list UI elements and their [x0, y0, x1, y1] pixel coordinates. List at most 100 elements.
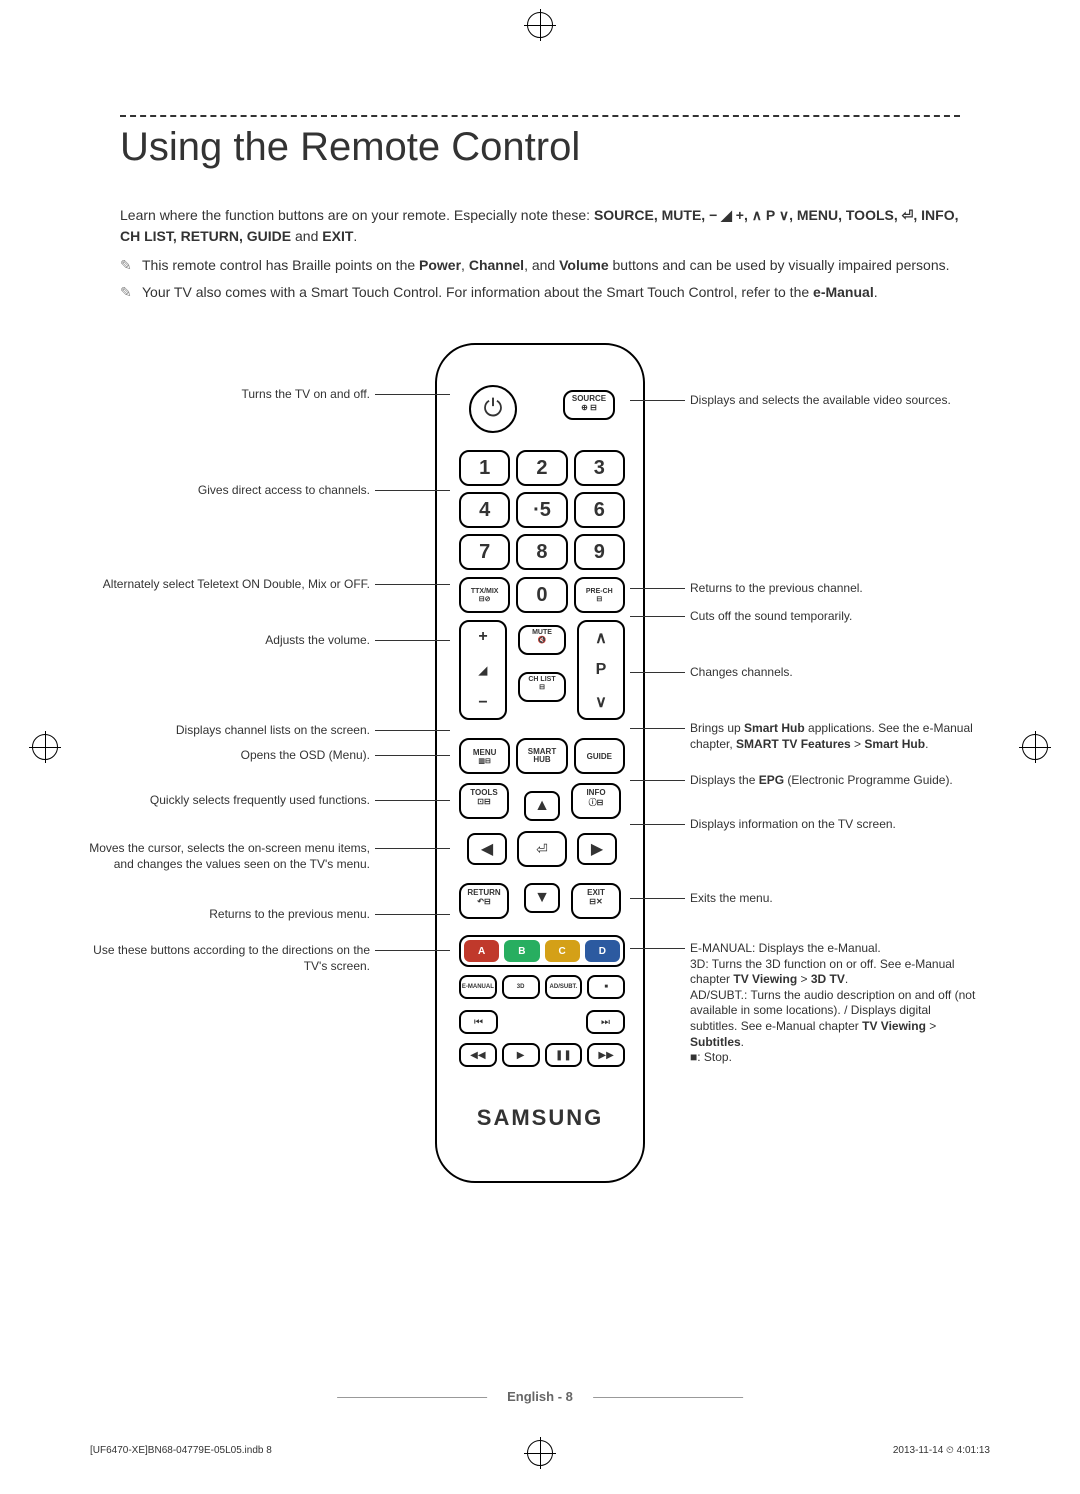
color-button: C	[545, 940, 580, 962]
callout-label: Displays information on the TV screen.	[690, 817, 980, 833]
intro-text: Learn where the function buttons are on …	[120, 205, 960, 247]
chlist-button: CH LIST⊟	[518, 672, 566, 702]
source-button: SOURCE⊕ ⊟	[563, 390, 615, 420]
smarthub-button: SMARTHUB	[516, 738, 567, 774]
page-title: Using the Remote Control	[120, 125, 960, 170]
number-button: 9	[574, 534, 625, 570]
menu-row: MENU▥⊟ SMARTHUB GUIDE	[459, 738, 625, 774]
color-button: B	[504, 940, 539, 962]
dpad-left: ◀	[467, 833, 507, 865]
menu-button: MENU▥⊟	[459, 738, 510, 774]
callout-line	[375, 490, 450, 491]
next-track: ⏭	[586, 1010, 625, 1034]
dpad-down: ▼	[524, 883, 560, 913]
callout-line	[375, 800, 450, 801]
func-button: AD/SUBT.	[545, 975, 583, 999]
color-button: A	[464, 940, 499, 962]
ttx-button: TTX/MIX⊟⊘	[459, 577, 510, 613]
color-buttons: ABCD	[459, 935, 625, 967]
callout-label: Returns to the previous menu.	[80, 907, 370, 923]
mute-button: MUTE🔇	[518, 625, 566, 655]
callout-label: Exits the menu.	[690, 891, 980, 907]
volume-rocker: + ◢ −	[459, 620, 507, 720]
footer-date: 2013-11-14 ⏲ 4:01:13	[893, 1445, 990, 1456]
callout-label: Displays the EPG (Electronic Programme G…	[690, 773, 980, 789]
dpad-right: ▶	[577, 833, 617, 865]
note-item: Your TV also comes with a Smart Touch Co…	[120, 282, 960, 303]
dpad: ▲ ▼ ◀ ▶ ⏎	[459, 783, 625, 913]
callout-label: Adjusts the volume.	[80, 633, 370, 649]
callout-label: Moves the cursor, selects the on-screen …	[80, 841, 370, 872]
note-item: This remote control has Braille points o…	[120, 255, 960, 276]
callout-label: Displays channel lists on the screen.	[80, 723, 370, 739]
callout-label: Cuts off the sound temporarily.	[690, 609, 980, 625]
callout-line	[630, 588, 685, 589]
number-button: 7	[459, 534, 510, 570]
callout-line	[375, 394, 450, 395]
callout-label: Alternately select Teletext ON Double, M…	[80, 577, 370, 593]
callout-line	[630, 780, 685, 781]
footer-file: [UF6470-XE]BN68-04779E-05L05.indb 8	[90, 1445, 272, 1456]
ttx-row: TTX/MIX⊟⊘ 0 PRE-CH⊟	[459, 577, 625, 613]
divider	[120, 115, 960, 117]
zero-button: 0	[516, 577, 567, 613]
callout-line	[375, 914, 450, 915]
playback-button: ❚❚	[545, 1043, 583, 1067]
remote-body: ⏻ SOURCE⊕ ⊟ 123 4·56 789 TTX/MIX⊟⊘ 0 PRE-C…	[435, 343, 645, 1183]
callout-line	[375, 848, 450, 849]
number-button: 6	[574, 492, 625, 528]
page-number: English - 8	[487, 1389, 593, 1404]
channel-rocker: ∧ P ∨	[577, 620, 625, 720]
prev-track: ⏮	[459, 1010, 498, 1034]
dpad-enter: ⏎	[517, 831, 567, 867]
callout-line	[630, 672, 685, 673]
function-row: E-MANUAL3DAD/SUBT.■	[459, 975, 625, 999]
playback-button: ◀◀	[459, 1043, 497, 1067]
number-pad: 123 4·56 789	[459, 450, 625, 570]
prech-button: PRE-CH⊟	[574, 577, 625, 613]
number-button: 2	[516, 450, 567, 486]
callout-label: Turns the TV on and off.	[80, 387, 370, 403]
func-button: 3D	[502, 975, 540, 999]
callout-label: Use these buttons according to the direc…	[80, 943, 370, 974]
callout-line	[630, 616, 685, 617]
callout-label: Quickly selects frequently used function…	[80, 793, 370, 809]
dpad-up: ▲	[524, 791, 560, 821]
playback-row: ◀◀▶❚❚▶▶	[459, 1043, 625, 1067]
guide-button: GUIDE	[574, 738, 625, 774]
page-content: Using the Remote Control Learn where the…	[0, 0, 1080, 1273]
func-button: ■	[587, 975, 625, 999]
callout-line	[375, 640, 450, 641]
footer: [UF6470-XE]BN68-04779E-05L05.indb 8 2013…	[90, 1445, 990, 1456]
callout-line	[630, 400, 685, 401]
callout-line	[630, 948, 685, 949]
callout-label: Returns to the previous channel.	[690, 581, 980, 597]
number-button: 1	[459, 450, 510, 486]
callout-line	[375, 584, 450, 585]
playback-button: ▶▶	[587, 1043, 625, 1067]
number-button: 3	[574, 450, 625, 486]
callout-line	[630, 898, 685, 899]
number-button: 4	[459, 492, 510, 528]
skip-row: ⏮ ⏭	[459, 1010, 625, 1034]
callout-line	[630, 824, 685, 825]
playback-button: ▶	[502, 1043, 540, 1067]
callout-line	[375, 730, 450, 731]
callout-label: Changes channels.	[690, 665, 980, 681]
vol-ch-section: + ◢ − MUTE🔇 CH LIST⊟ ∧ P ∨	[459, 620, 625, 720]
number-button: ·5	[516, 492, 567, 528]
func-button: E-MANUAL	[459, 975, 497, 999]
power-button: ⏻	[469, 385, 517, 433]
number-button: 8	[516, 534, 567, 570]
notes-list: This remote control has Braille points o…	[120, 255, 960, 303]
callout-line	[375, 950, 450, 951]
callout-line	[630, 728, 685, 729]
callout-label: Opens the OSD (Menu).	[80, 748, 370, 764]
callout-label: Displays and selects the available video…	[690, 393, 980, 409]
callout-label: Brings up Smart Hub applications. See th…	[690, 721, 980, 752]
callout-line	[375, 755, 450, 756]
callout-label: Gives direct access to channels.	[80, 483, 370, 499]
brand-logo: SAMSUNG	[437, 1105, 643, 1131]
color-button: D	[585, 940, 620, 962]
remote-diagram: ⏻ SOURCE⊕ ⊟ 123 4·56 789 TTX/MIX⊟⊘ 0 PRE-C…	[120, 343, 960, 1223]
